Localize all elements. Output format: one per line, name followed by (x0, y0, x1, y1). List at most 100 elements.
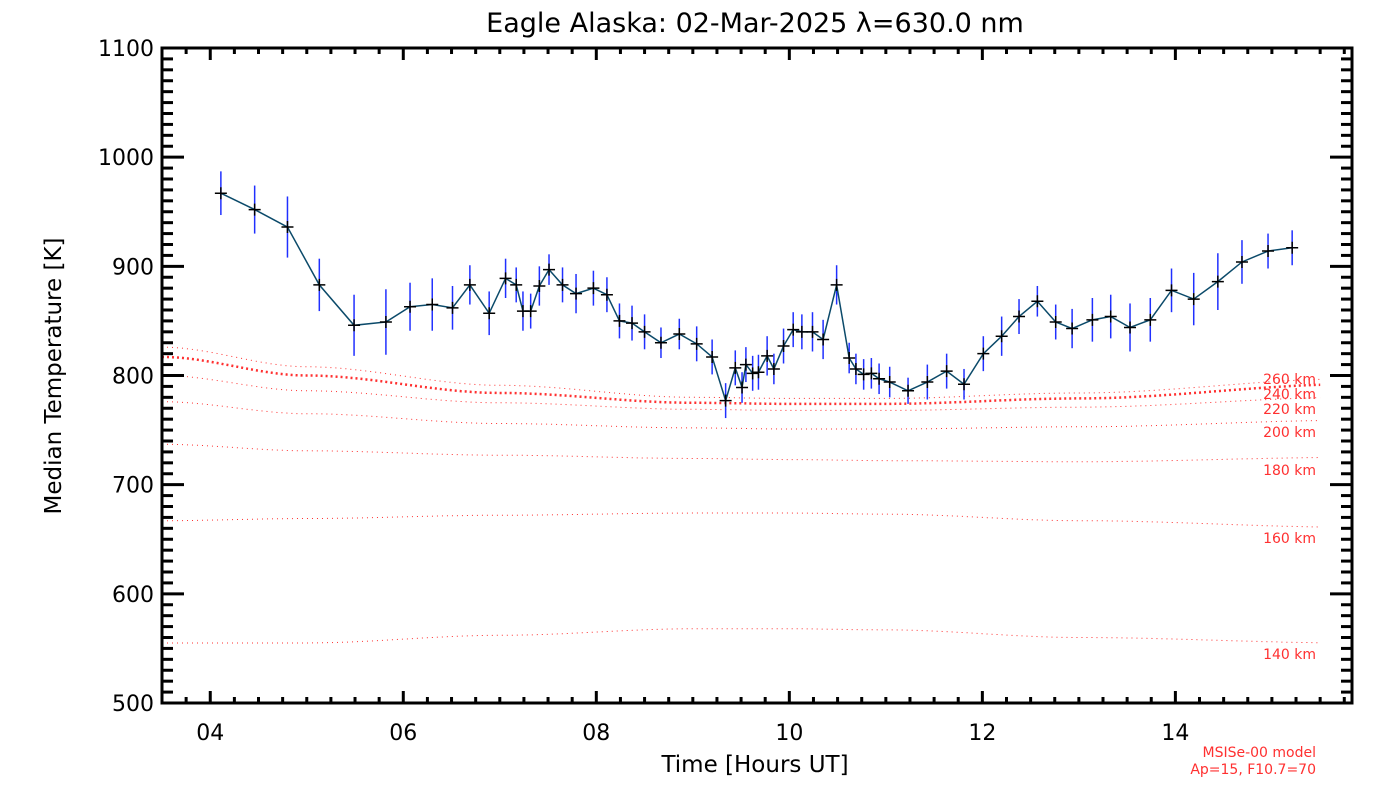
data-point (849, 362, 862, 375)
data-point (1211, 275, 1224, 288)
data-point (883, 376, 896, 389)
model-curve-label: 160 km (1263, 531, 1316, 547)
data-point (795, 325, 808, 338)
y-tick-label: 700 (112, 474, 154, 499)
data-point (902, 384, 915, 397)
data-point (857, 368, 870, 381)
data-point (1124, 321, 1137, 334)
y-tick-label: 900 (112, 255, 154, 280)
data-point (1144, 313, 1157, 326)
data-point (483, 307, 496, 320)
temperature-line (220, 192, 1293, 404)
data-point (600, 288, 613, 301)
data-point (348, 319, 361, 332)
model-curve-label: 140 km (1263, 647, 1316, 663)
data-point (767, 362, 780, 375)
data-point (533, 279, 546, 292)
x-tick-label: 08 (582, 721, 610, 746)
data-point (1031, 295, 1044, 308)
data-point (958, 378, 971, 391)
model-curve-140-km (162, 628, 1321, 644)
x-tick-label: 12 (968, 721, 996, 746)
data-point (1066, 322, 1079, 335)
plot-frame (160, 46, 1354, 705)
data-point (1187, 293, 1200, 306)
data-point (313, 278, 326, 291)
x-tick-label: 04 (196, 721, 224, 746)
data-point (1086, 313, 1099, 326)
model-params-note: Ap=15, F10.7=70 (1190, 762, 1316, 778)
data-point (729, 361, 742, 374)
y-tick-label: 1100 (98, 37, 154, 62)
data-point (1262, 245, 1275, 258)
data-point (281, 221, 294, 234)
data-point (873, 372, 886, 385)
data-point (739, 358, 752, 371)
model-curve-label: 220 km (1263, 402, 1316, 418)
data-point (248, 203, 261, 216)
data-point (426, 298, 439, 311)
data-point (761, 349, 774, 362)
data-point (752, 366, 765, 379)
data-point (940, 365, 953, 378)
data-point (524, 305, 537, 318)
model-curve-160-km (162, 512, 1321, 528)
y-tick-label: 800 (112, 365, 154, 390)
axes: 500 600 700 800 900 1000 1100 04 06 08 10 12 14 (98, 37, 1354, 746)
data-point (1235, 255, 1248, 268)
data-point (1049, 316, 1062, 329)
data-point (626, 317, 639, 330)
data-point (817, 333, 830, 346)
data-point (995, 330, 1008, 343)
data-point (446, 301, 459, 314)
model-curve-200-km (162, 401, 1321, 430)
y-tick-label: 600 (112, 583, 154, 608)
data-point (543, 263, 556, 276)
data-series (214, 171, 1299, 419)
data-point (690, 337, 703, 350)
model-curve-label: 200 km (1263, 425, 1316, 441)
data-point (499, 272, 512, 285)
data-point (1286, 241, 1299, 254)
data-point (379, 316, 392, 329)
data-point (977, 347, 990, 360)
data-point (587, 282, 600, 295)
data-point (510, 278, 523, 291)
data-point (1013, 310, 1026, 323)
data-point (865, 367, 878, 380)
model-curve-220-km (162, 375, 1321, 411)
data-point (404, 300, 417, 313)
data-point (214, 187, 227, 200)
data-point (746, 367, 759, 380)
y-axis-title: Median Temperature [K] (41, 238, 67, 515)
data-point (921, 376, 934, 389)
data-point (570, 287, 583, 300)
data-point (830, 278, 843, 291)
data-point (556, 278, 569, 291)
data-point (719, 394, 732, 407)
x-tick-label: 06 (389, 721, 417, 746)
data-point (843, 352, 856, 365)
model-curve-label: 180 km (1263, 463, 1316, 479)
y-tick-label: 1000 (98, 146, 154, 171)
chart-title: Eagle Alaska: 02-Mar-2025 λ=630.0 nm (486, 8, 1024, 39)
data-point (638, 325, 651, 338)
data-point (654, 336, 667, 349)
x-tick-label: 14 (1161, 721, 1189, 746)
model-curve-260-km (161, 346, 1321, 399)
x-axis-title: Time [Hours UT] (660, 752, 848, 778)
model-curve-label: 260 km (1263, 372, 1316, 388)
x-tick-label: 10 (775, 721, 803, 746)
data-point (673, 328, 686, 341)
data-point (787, 323, 800, 336)
data-point (736, 381, 749, 394)
data-point (806, 325, 819, 338)
model-curve-180-km (162, 443, 1321, 463)
data-point (1165, 284, 1178, 297)
data-point (1104, 310, 1117, 323)
model-curve-240-km (161, 355, 1321, 406)
data-point (706, 350, 719, 363)
data-point (463, 278, 476, 291)
